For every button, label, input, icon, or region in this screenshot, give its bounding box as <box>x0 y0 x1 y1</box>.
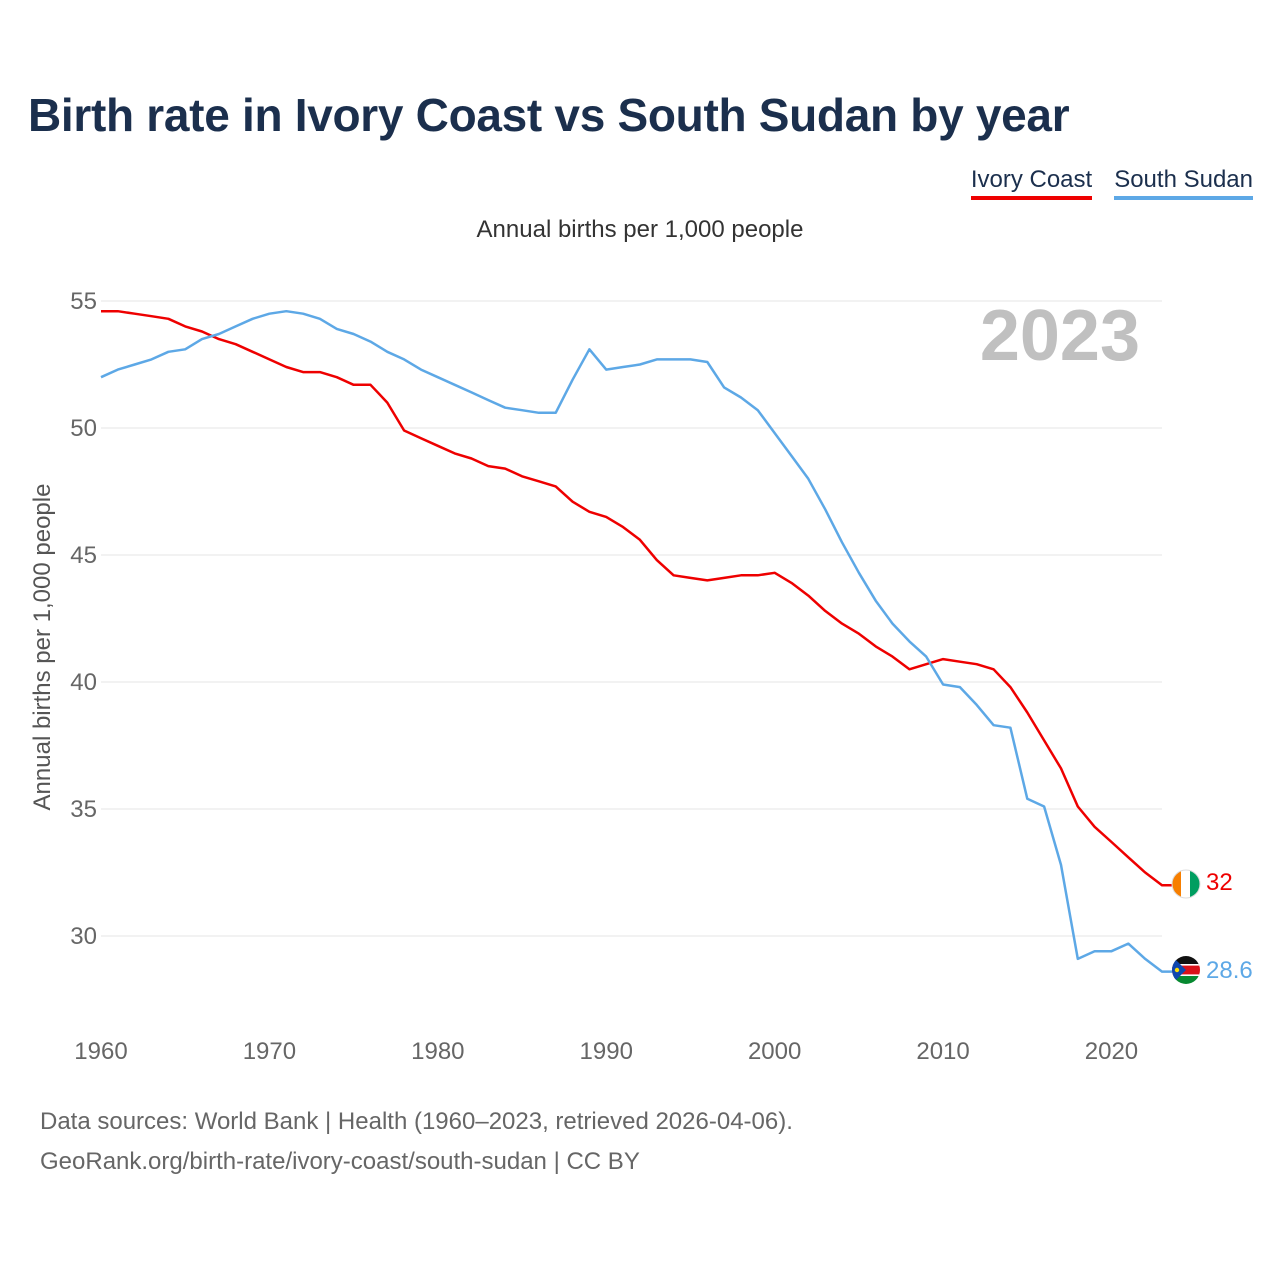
year-label: 2023 <box>980 296 1140 376</box>
source-note: Data sources: World Bank | Health (1960–… <box>40 1108 793 1135</box>
x-axis: 1960 1970 1980 1990 2000 2010 2020 <box>74 1038 1138 1065</box>
legend-item-ivory-coast[interactable]: Ivory Coast <box>970 166 1093 200</box>
x-tick-label: 2010 <box>916 1038 969 1065</box>
chart-title: Birth rate in Ivory Coast vs South Sudan… <box>28 89 1070 141</box>
y-tick-label: 50 <box>70 415 97 442</box>
south-sudan-flag-icon <box>1172 956 1200 984</box>
series-line-ivory-coast[interactable] <box>101 309 1172 887</box>
y-tick-label: 45 <box>70 542 97 569</box>
end-label-south-sudan: 28.6 <box>1206 957 1253 984</box>
y-tick-label: 35 <box>70 796 97 823</box>
end-label-ivory-coast: 32 <box>1206 869 1233 896</box>
x-tick-label: 1960 <box>74 1038 127 1065</box>
x-tick-label: 1990 <box>580 1038 633 1065</box>
legend: Ivory Coast South Sudan <box>970 166 1253 200</box>
grid <box>101 300 1162 937</box>
legend-item-south-sudan[interactable]: South Sudan <box>1114 166 1253 200</box>
y-tick-label: 55 <box>70 288 97 315</box>
ivory-coast-flag-icon <box>1171 869 1201 899</box>
x-tick-label: 2000 <box>748 1038 801 1065</box>
chart-subtitle: Annual births per 1,000 people <box>476 216 804 243</box>
y-tick-label: 30 <box>70 923 97 950</box>
series-line-south-sudan[interactable] <box>100 309 1172 973</box>
y-tick-label: 40 <box>70 669 97 696</box>
y-axis-label: Annual births per 1,000 people <box>29 484 56 811</box>
x-tick-label: 2020 <box>1085 1038 1138 1065</box>
source-link[interactable]: GeoRank.org/birth-rate/ivory-coast/south… <box>40 1148 640 1175</box>
y-axis: 30 35 40 45 50 55 <box>70 288 97 950</box>
series-lines <box>100 309 1172 973</box>
x-tick-label: 1970 <box>243 1038 296 1065</box>
x-tick-label: 1980 <box>411 1038 464 1065</box>
